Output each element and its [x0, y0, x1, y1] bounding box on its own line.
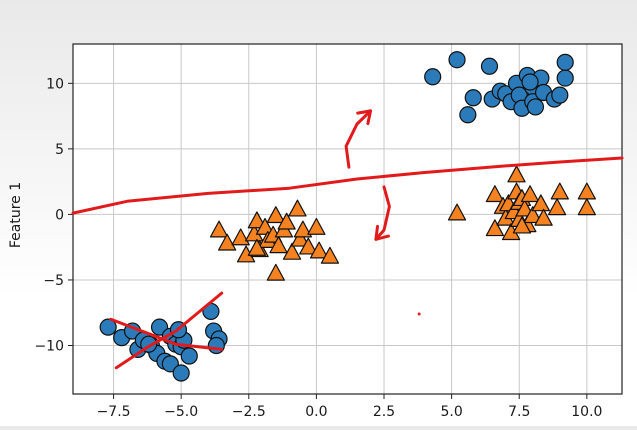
circle-point — [464, 89, 482, 107]
triangle-point — [288, 199, 307, 217]
triangle-point — [266, 263, 285, 281]
triangle-point — [485, 185, 505, 203]
circle-point — [424, 68, 442, 86]
ink-arrowhead — [374, 224, 390, 241]
y-tick-label: 5 — [55, 142, 64, 158]
ink-line — [109, 317, 224, 351]
x-tick-label: 10.0 — [571, 404, 602, 420]
ink-arrow-down — [374, 185, 391, 241]
circle-point — [526, 98, 545, 116]
triangle-point — [520, 185, 540, 203]
x-tick-label: −5.0 — [164, 404, 198, 420]
triangle-point — [447, 203, 467, 221]
triangle-point — [231, 228, 250, 246]
data-points — [99, 51, 596, 382]
x-tick-label: −2.5 — [232, 404, 266, 420]
triangle-point — [282, 242, 302, 260]
triangle-point — [309, 241, 329, 259]
x-tick-label: 7.5 — [508, 404, 530, 420]
triangle-point — [277, 212, 296, 230]
triangle-point — [512, 216, 532, 234]
y-tick-label: −5 — [43, 273, 64, 289]
hand-drawn-annotations — [71, 109, 624, 370]
ink-line — [71, 156, 624, 215]
triangle-point — [293, 220, 313, 238]
circle-point — [172, 364, 190, 382]
triangle-point — [534, 208, 553, 226]
triangle-point — [255, 217, 275, 235]
triangle-point — [307, 217, 326, 235]
triangle-point — [550, 182, 569, 200]
circle-point — [99, 318, 117, 336]
triangle-point — [247, 211, 267, 229]
y-tick-label: 0 — [55, 207, 64, 223]
triangle-point — [507, 165, 526, 183]
circle-point — [521, 73, 539, 91]
plot-frame — [72, 43, 623, 395]
y-tick-label: 10 — [46, 76, 64, 92]
triangle-point — [577, 182, 596, 200]
circle-point — [180, 347, 198, 365]
circle-point — [207, 336, 225, 355]
circle-point — [459, 106, 477, 124]
triangle-point — [577, 198, 596, 216]
triangle-point — [547, 198, 567, 216]
triangle-point — [299, 237, 318, 255]
triangle-point — [523, 206, 542, 224]
triangle-point — [531, 194, 551, 212]
triangle-point — [218, 233, 237, 251]
x-tick-label: 0.0 — [305, 404, 327, 420]
triangle-point — [291, 229, 310, 247]
triangle-point — [320, 246, 340, 264]
circle-point — [551, 86, 569, 104]
triangle-point — [266, 206, 285, 224]
x-tick-label: 5.0 — [440, 404, 462, 420]
triangle-point — [485, 219, 505, 237]
circle-point — [556, 53, 574, 71]
y-axis-label: Feature 1 — [8, 182, 24, 248]
x-tick-label: 2.5 — [373, 404, 395, 420]
circle-point — [448, 51, 466, 69]
x-tick-label: −7.5 — [97, 404, 131, 420]
triangle-point — [269, 236, 288, 254]
ink-dot — [417, 312, 421, 316]
triangle-point — [209, 220, 229, 238]
axes: −7.5 −5.0 −2.5 0.0 2.5 5.0 7.5 10.0 −10 −5 0 5 10 — [34, 43, 623, 420]
circle-point — [480, 57, 499, 75]
triangle-point — [247, 238, 267, 256]
y-tick-label: −10 — [34, 338, 64, 354]
ink-arrow-up — [344, 109, 372, 169]
ink-arrowhead — [356, 109, 372, 126]
circle-point — [556, 69, 574, 87]
triangle-point — [515, 199, 534, 217]
